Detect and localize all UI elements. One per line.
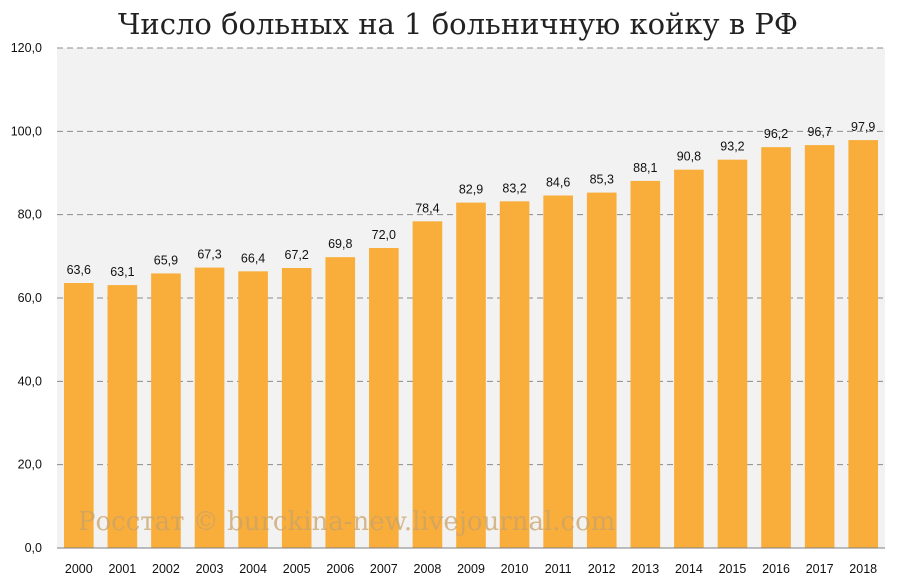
watermark: Росстат © burckina-new.livejournal.com <box>78 507 615 537</box>
bar-2006 <box>325 257 356 548</box>
y-tick-label: 60,0 <box>18 291 42 305</box>
bar-2013 <box>630 180 661 548</box>
bar-2008 <box>412 221 443 549</box>
bar-2002 <box>151 273 181 548</box>
data-label-2005: 67,2 <box>285 248 309 262</box>
data-label-2004: 66,4 <box>241 251 265 265</box>
x-tick-label: 2018 <box>849 562 877 576</box>
bar-2004 <box>238 271 268 548</box>
y-tick-label: 120,0 <box>11 41 42 55</box>
data-labels: 63,6 63,1 65,9 67,3 66,4 67,2 69,8 72,0 78,4 82,9… <box>67 120 876 279</box>
y-tick-label: 80,0 <box>18 208 42 222</box>
data-label-2017: 96,7 <box>807 125 831 139</box>
bar-2003 <box>194 267 225 548</box>
data-label-2018: 97,9 <box>851 120 875 134</box>
y-tick-label: 0,0 <box>25 541 42 555</box>
x-tick-label: 2001 <box>108 562 136 576</box>
y-tick-label: 100,0 <box>11 124 42 138</box>
x-tick-label: 2006 <box>326 562 354 576</box>
bar-2017 <box>804 145 835 549</box>
data-label-2007: 72,0 <box>372 228 396 242</box>
x-tick-label: 2007 <box>370 562 398 576</box>
bar-2005 <box>281 268 312 548</box>
data-label-2016: 96,2 <box>764 127 788 141</box>
data-label-2010: 83,2 <box>502 181 526 195</box>
data-label-2009: 82,9 <box>459 183 483 197</box>
x-tick-label: 2000 <box>65 562 93 576</box>
data-label-2012: 85,3 <box>590 173 614 187</box>
x-tick-label: 2014 <box>675 562 703 576</box>
bar-2010 <box>499 201 530 549</box>
x-tick-label: 2011 <box>545 562 572 576</box>
x-axis-tick-labels: 2000 2001 2002 2003 2004 2005 2006 2007 2008 2009… <box>65 562 877 576</box>
chart-title: Число больных на 1 больничную койку в РФ <box>118 7 798 41</box>
x-tick-label: 2012 <box>588 562 616 576</box>
bar-2012 <box>586 192 617 549</box>
data-label-2003: 67,3 <box>197 248 221 262</box>
data-label-2001: 63,1 <box>110 265 134 279</box>
bar-2000 <box>63 283 94 548</box>
data-label-2014: 90,8 <box>677 150 701 164</box>
bar-2016 <box>761 147 791 548</box>
bar-2001 <box>107 285 138 548</box>
x-tick-label: 2015 <box>719 562 747 576</box>
data-label-2006: 69,8 <box>328 237 352 251</box>
bars <box>63 140 879 549</box>
x-tick-label: 2002 <box>152 562 180 576</box>
y-tick-label: 40,0 <box>18 374 42 388</box>
bar-2007 <box>369 248 399 548</box>
x-tick-label: 2016 <box>762 562 790 576</box>
x-tick-label: 2010 <box>501 562 529 576</box>
bar-2014 <box>674 169 704 548</box>
x-tick-label: 2003 <box>196 562 224 576</box>
x-tick-label: 2013 <box>631 562 659 576</box>
bar-2009 <box>456 202 486 549</box>
bar-2011 <box>543 195 573 548</box>
data-label-2000: 63,6 <box>67 263 91 277</box>
data-label-2013: 88,1 <box>633 161 657 175</box>
x-tick-label: 2009 <box>457 562 485 576</box>
x-tick-label: 2004 <box>239 562 267 576</box>
x-tick-label: 2005 <box>283 562 311 576</box>
x-tick-label: 2008 <box>414 562 442 576</box>
data-label-2011: 84,6 <box>546 176 570 190</box>
bar-2018 <box>848 140 879 549</box>
data-label-2015: 93,2 <box>720 140 744 154</box>
x-tick-label: 2017 <box>806 562 834 576</box>
data-label-2002: 65,9 <box>154 253 178 267</box>
y-axis-tick-labels: 0,0 20,0 40,0 60,0 80,0 100,0 120,0 <box>11 41 42 555</box>
data-label-2008: 78,4 <box>415 201 439 215</box>
y-tick-label: 20,0 <box>18 458 42 472</box>
bar-2015 <box>717 159 748 548</box>
